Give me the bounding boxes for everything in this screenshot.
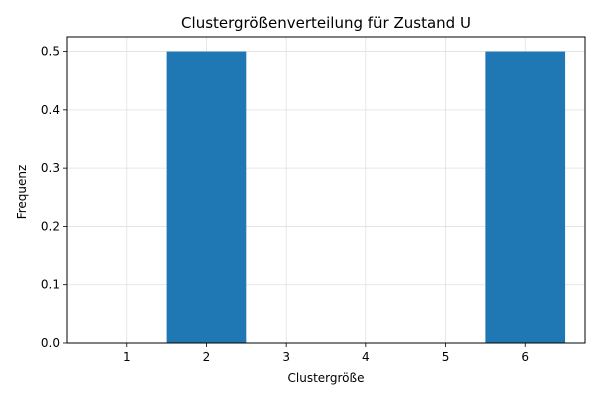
y-tick-label: 0.5 [41, 45, 60, 59]
bars [166, 51, 566, 343]
x-tick-label: 1 [123, 350, 131, 364]
y-axis-ticks: 0.0 0.1 0.2 0.3 0.4 0.5 [41, 45, 67, 350]
x-tick-label: 2 [203, 350, 211, 364]
bar [166, 51, 247, 343]
chart-title: Clustergrößenverteilung für Zustand U [181, 14, 471, 32]
x-axis-label: Clustergröße [288, 371, 365, 385]
y-tick-label: 0.0 [41, 336, 60, 350]
plot-frame [66, 36, 586, 344]
y-tick-label: 0.1 [41, 278, 60, 292]
x-tick-label: 4 [362, 350, 370, 364]
y-tick-label: 0.3 [41, 161, 60, 175]
x-tick-label: 6 [521, 350, 529, 364]
y-tick-label: 0.2 [41, 219, 60, 233]
x-axis-ticks: 1 2 3 4 5 6 [123, 343, 529, 364]
y-axis-label: Frequenz [15, 165, 29, 220]
x-tick-label: 5 [442, 350, 450, 364]
bar [485, 51, 566, 343]
x-tick-label: 3 [282, 350, 290, 364]
y-tick-label: 0.4 [41, 103, 60, 117]
